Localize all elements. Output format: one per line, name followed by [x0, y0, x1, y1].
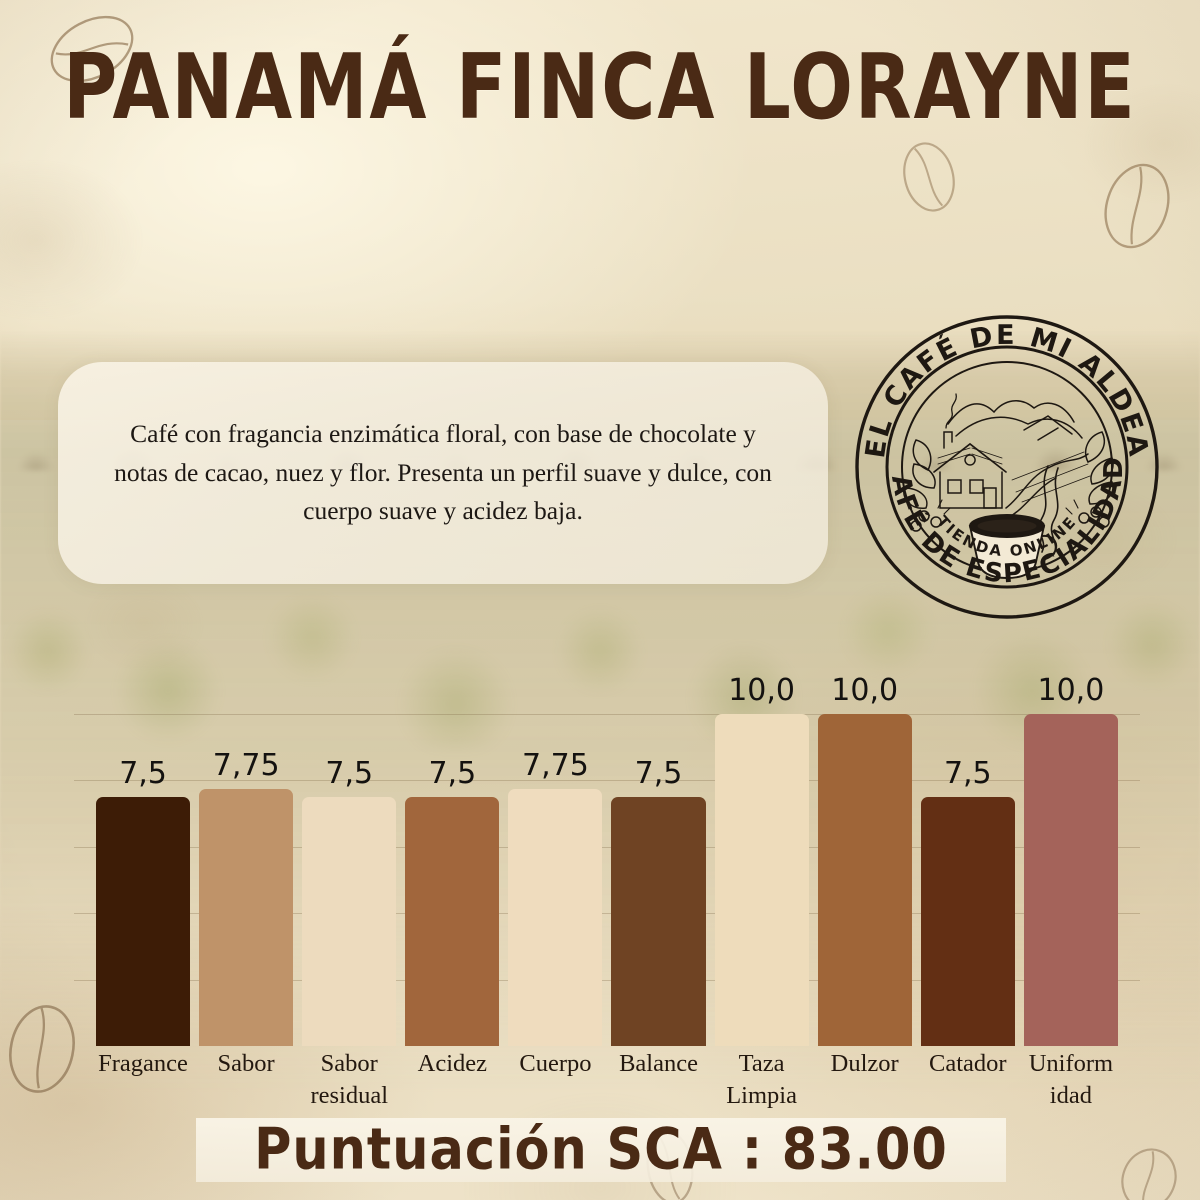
chart-bars: 7,5 7,75 7,5 7,5 7,75 7,5 10,0 10,0 7,5 10,0 — [96, 673, 1118, 1046]
bar-value-label: 10,0 — [728, 673, 795, 708]
coffee-bean-icon — [1106, 1136, 1192, 1200]
bar-column[interactable]: 7,5 — [405, 714, 500, 1046]
x-axis-label: Acidez — [417, 1050, 488, 1077]
coffee-bean-icon — [0, 993, 91, 1105]
bar[interactable] — [302, 797, 397, 1046]
bar[interactable] — [611, 797, 706, 1046]
bar-column[interactable]: 10,0 — [714, 673, 809, 1046]
bar[interactable] — [508, 788, 603, 1046]
x-axis-label: Catador — [929, 1050, 1007, 1077]
x-axis-label: Uniform idad — [1028, 1050, 1114, 1110]
logo-top-arc-text: EL CAFÉ DE MI ALDEA — [860, 320, 1152, 460]
bar[interactable] — [817, 714, 912, 1046]
bar-column[interactable]: 7,5 — [920, 714, 1015, 1046]
bar-value-label: 7,5 — [119, 756, 167, 791]
bar[interactable] — [405, 797, 500, 1046]
bar[interactable] — [199, 788, 294, 1046]
bar-column[interactable]: 7,5 — [96, 714, 191, 1046]
bar[interactable] — [96, 797, 191, 1046]
bar-column[interactable]: 7,75 — [508, 714, 603, 1046]
bar-value-label: 7,5 — [325, 756, 374, 791]
x-axis-label: Taza Limpia — [726, 1050, 797, 1110]
coffee-bean-icon — [1085, 148, 1189, 263]
x-axis-label: Fragance — [98, 1050, 188, 1077]
x-axis-label: Balance — [619, 1050, 698, 1077]
gridline — [74, 780, 1140, 782]
x-axis-label: Dulzor — [830, 1050, 899, 1077]
gridline — [74, 846, 1140, 848]
bar[interactable] — [920, 797, 1015, 1046]
x-axis-label: Cuerpo — [519, 1050, 592, 1077]
bar-column[interactable]: 7,75 — [199, 714, 294, 1046]
chart-plot-area: 7,5 7,75 7,5 7,5 7,75 7,5 10,0 10,0 7,5 10,0 — [74, 673, 1140, 1046]
bar-value-label: 10,0 — [1037, 673, 1105, 708]
bar-column[interactable]: 10,0 — [1023, 673, 1118, 1046]
bar-value-label: 7,5 — [943, 756, 992, 791]
sca-score-bar-chart: 7,5 7,75 7,5 7,5 7,75 7,5 10,0 10,0 7,5 10,0 Frag… — [0, 650, 1200, 1120]
gridline — [74, 913, 1140, 915]
svg-text:EL CAFÉ DE MI ALDEA: EL CAFÉ DE MI ALDEA — [860, 320, 1154, 460]
chart-x-axis-labels: Fragance Sabor Sabor residual Acidez Cuerpo B… — [96, 1048, 1118, 1113]
description-text: Café con fragancia enzimática floral, co… — [114, 418, 772, 526]
page-title: PANAMÁ FINCA LORAYNE — [63, 34, 1137, 140]
gridline — [74, 714, 1140, 715]
description-card: Café con fragancia enzimática floral, co… — [58, 362, 828, 584]
bar[interactable] — [1023, 714, 1118, 1046]
gridline — [74, 979, 1140, 981]
bar-value-label: 7,5 — [428, 756, 477, 791]
coffee-bean-icon — [889, 132, 968, 223]
brand-stamp-logo: EL CAFÉ DE MI ALDEA CAFÉ DE ESPECIALIDAD… — [841, 289, 1162, 622]
score-banner-text: Puntuación SCA : 83.00 — [254, 1117, 948, 1183]
bar-value-label: 7,5 — [634, 756, 683, 791]
bar-column[interactable]: 10,0 — [817, 673, 912, 1046]
bar-value-label: 10,0 — [831, 673, 899, 708]
x-axis-label: Sabor residual — [310, 1050, 389, 1110]
bar[interactable] — [714, 714, 809, 1046]
bar-value-label: 7,75 — [522, 747, 589, 783]
bar-value-label: 7,75 — [212, 747, 280, 783]
score-banner: Puntuación SCA : 83.00 — [196, 1117, 1006, 1183]
x-axis-label: Sabor — [217, 1050, 275, 1077]
bar-column[interactable]: 7,5 — [611, 714, 706, 1046]
coffee-bean-icon — [35, 0, 149, 101]
bar-column[interactable]: 7,5 — [302, 714, 397, 1046]
